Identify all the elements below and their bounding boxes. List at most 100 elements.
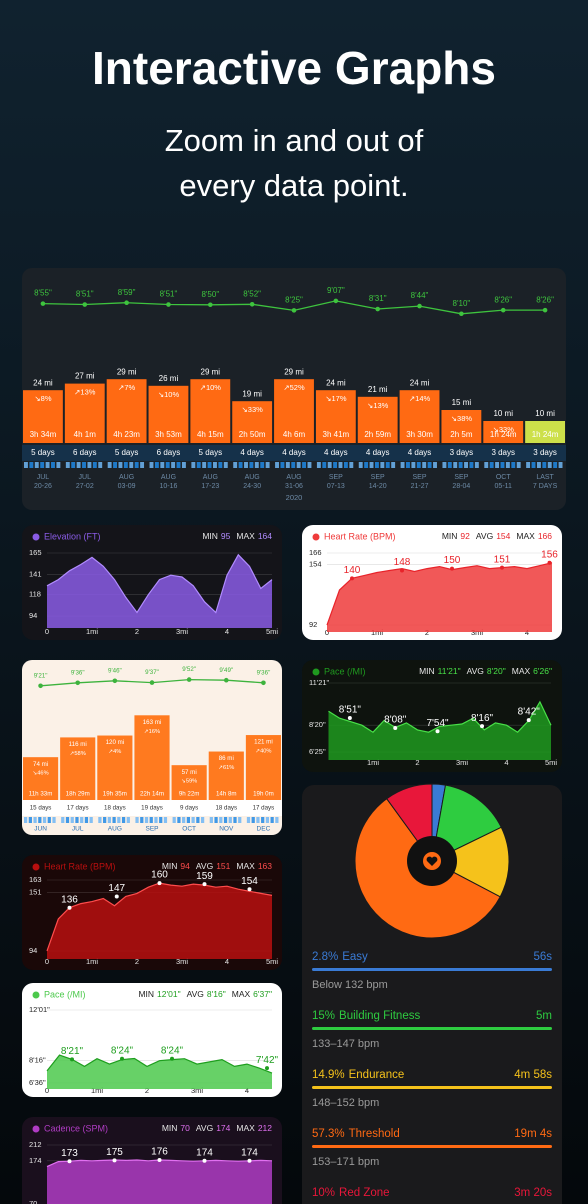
date-label: AUG [245, 474, 260, 481]
pace-label: 9'21" [34, 672, 48, 679]
zone-label: Endurance [349, 1069, 405, 1081]
day-stripe [249, 462, 254, 468]
y-tick-label: 92 [309, 620, 317, 629]
annotation-dot [202, 882, 207, 887]
stat-value: 6'37" [253, 989, 272, 999]
change-label: ↗10% [200, 383, 222, 392]
stat-value: 151 [216, 861, 230, 871]
pace-label: 8'50" [201, 290, 219, 299]
day-stripe [333, 462, 338, 468]
x-tick-label: 2 [135, 627, 139, 636]
x-tick-label: 3mi [176, 627, 188, 636]
day-stripe [511, 462, 516, 468]
change-label: ↘46% [32, 771, 48, 777]
time-label: 19h 0m [253, 791, 274, 798]
card-icon [32, 991, 40, 999]
day-stripe [447, 462, 452, 468]
x-tick-label: 5mi [266, 627, 278, 636]
bar-label: 74 mi [33, 761, 48, 768]
days-row [22, 445, 566, 461]
change-label: ↘33% [493, 425, 515, 434]
month-label: OCT [182, 826, 196, 833]
annotation-label: 154 [241, 876, 258, 887]
annotation-dot [112, 1158, 117, 1163]
subtitle-line: Zoom in and out of [165, 123, 424, 158]
stat-value: 8'16" [207, 989, 226, 999]
day-stripe [45, 462, 50, 468]
annotation-dot [500, 565, 504, 570]
day-stripe [75, 817, 79, 823]
day-stripe [149, 817, 153, 823]
change-label: ↘17% [325, 394, 347, 403]
day-stripe [40, 462, 45, 468]
zone-percent: 57.3% [312, 1128, 345, 1140]
days-label: 5 days [115, 448, 139, 457]
day-stripe [254, 462, 259, 468]
month-label: JUL [72, 826, 84, 833]
pace-label: 8'52" [243, 289, 261, 298]
card-icon [32, 533, 40, 541]
day-stripe [505, 462, 510, 468]
pace-label: 8'59" [118, 288, 136, 297]
annotation-label: 174 [241, 1147, 258, 1158]
zone-label: Easy [342, 951, 368, 963]
day-stripe [453, 462, 458, 468]
pace-label: 8'10" [453, 299, 471, 308]
y-tick-label: 94 [29, 946, 37, 955]
annotation-dot [247, 887, 252, 892]
change-label: ↘8% [34, 394, 51, 403]
stat-value: 154 [496, 531, 510, 541]
card-icon [312, 533, 320, 541]
time-label: 14h 8m [216, 791, 237, 798]
day-stripe [531, 462, 536, 468]
day-stripe [191, 462, 196, 468]
day-stripe [246, 817, 251, 823]
pace-label: 8'31" [369, 294, 387, 303]
x-tick-label: 4 [225, 627, 229, 636]
day-stripe [202, 462, 207, 468]
card-stats: MIN 95 MAX 164 [202, 531, 272, 541]
card-stats: MIN 12'01" AVG 8'16" MAX 6'37" [138, 989, 272, 999]
day-stripe [338, 462, 343, 468]
annotation-label: 8'24" [161, 1045, 184, 1056]
card-stats: MIN 70 AVG 174 MAX 212 [162, 1123, 272, 1133]
pace-label: 9'07" [327, 286, 345, 295]
card-title: Cadence (SPM) [44, 1123, 108, 1133]
area [328, 701, 551, 760]
day-stripe [82, 462, 86, 468]
day-stripe [270, 817, 274, 823]
day-stripe [200, 817, 205, 823]
pace-dot [75, 680, 81, 686]
y-tick-label: 212 [29, 1140, 42, 1149]
pace-label: 9'46" [108, 667, 122, 674]
day-stripe [103, 817, 107, 823]
days-label: 4 days [408, 448, 432, 457]
change-label: ↘33% [242, 405, 264, 414]
day-stripe [89, 817, 93, 823]
stat-value: 70 [180, 1123, 190, 1133]
day-stripe [177, 817, 181, 823]
day-stripe [34, 462, 39, 468]
day-stripe [213, 462, 217, 468]
x-tick-label: 0 [45, 1086, 49, 1095]
stat-value: 12'01" [157, 989, 181, 999]
y-tick-label: 8'16" [29, 1056, 46, 1065]
area-line [46, 553, 273, 614]
y-tick-label: 6'25" [309, 747, 326, 756]
day-stripe [302, 462, 307, 468]
stat-value: 94 [180, 861, 190, 871]
bar [357, 396, 398, 443]
day-stripe [123, 462, 128, 468]
annotation-label: 160 [151, 870, 168, 881]
stat-value: 6'26" [533, 666, 552, 676]
zone-percent: 15% [312, 1010, 335, 1022]
day-stripe [275, 462, 279, 468]
days-label: 4 days [366, 448, 390, 457]
pace-dot [261, 680, 266, 686]
bar-label: 116 mi [69, 741, 87, 748]
day-stripe [265, 817, 270, 823]
days-label: 18 days [104, 805, 126, 812]
date-label: 21-27 [411, 483, 429, 490]
stat-label: MIN [419, 666, 435, 676]
bar [245, 735, 281, 800]
